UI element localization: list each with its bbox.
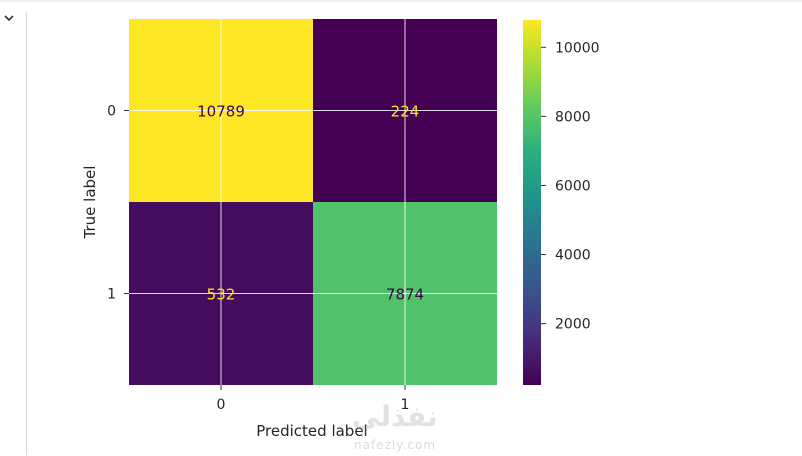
x-axis-label: Predicted label [256,422,367,440]
notebook-top-border [0,0,802,3]
cell-value-label-1-0: 532 [207,286,236,304]
y-tick-label-1: 1 [107,287,116,303]
cell-gutter [26,12,27,455]
y-axis-label: True label [81,166,99,240]
cell-value-label-0-0: 10789 [197,103,245,121]
colorbar-tick-label-4: 10000 [555,40,600,56]
x-tick-label-1: 1 [401,397,410,413]
colorbar-tick-label-0: 2000 [555,317,591,333]
colorbar-tick-label-2: 6000 [555,178,591,194]
colorbar [523,20,541,385]
y-tick-label-0: 0 [107,104,116,120]
chevron-down-icon[interactable] [2,10,16,24]
colorbar-tick-label-3: 8000 [555,109,591,125]
cell-value-label-0-1: 224 [391,103,420,121]
cell-value-label-1-1: 7874 [386,286,424,304]
x-tick-label-0: 0 [217,397,226,413]
colorbar-tick-label-1: 4000 [555,248,591,264]
